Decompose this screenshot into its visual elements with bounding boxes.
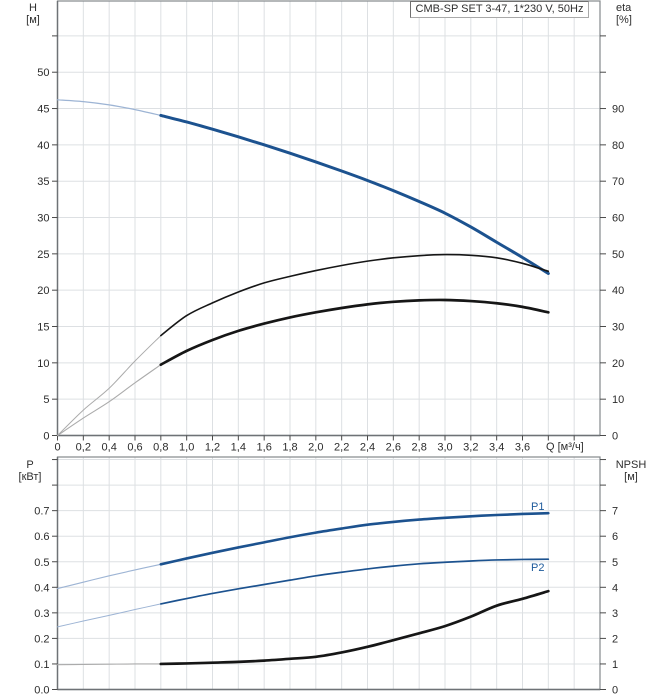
svg-text:3,6: 3,6 xyxy=(515,442,530,454)
svg-text:1,0: 1,0 xyxy=(179,442,194,454)
svg-text:1,8: 1,8 xyxy=(282,442,297,454)
axis-name-npsh-unit: [м] xyxy=(624,471,638,483)
flow-axis-unit-label: Q [м³/ч] xyxy=(546,441,584,453)
axis-name-head-symbol: H xyxy=(29,2,37,14)
svg-text:0: 0 xyxy=(612,431,618,443)
svg-text:2,2: 2,2 xyxy=(334,442,349,454)
svg-text:15: 15 xyxy=(37,322,49,334)
svg-text:50: 50 xyxy=(612,249,624,261)
svg-text:6: 6 xyxy=(612,531,618,543)
pump-title-box: CMB-SP SET 3-47, 1*230 V, 50Hz xyxy=(410,1,589,18)
svg-text:0: 0 xyxy=(54,442,60,454)
svg-text:10: 10 xyxy=(612,394,624,406)
svg-text:40: 40 xyxy=(37,140,49,152)
axis-name-power-symbol: P xyxy=(26,459,34,471)
svg-text:2: 2 xyxy=(612,633,618,645)
svg-text:70: 70 xyxy=(612,176,624,188)
axis-name-head: H [м] xyxy=(14,2,52,26)
svg-text:40: 40 xyxy=(612,285,624,297)
p1-curve-label: P1 xyxy=(531,501,545,513)
svg-text:1,2: 1,2 xyxy=(205,442,220,454)
svg-text:7: 7 xyxy=(612,506,618,518)
axis-name-eta-unit: [%] xyxy=(616,14,632,26)
axis-name-eta: eta [%] xyxy=(616,2,656,26)
axis-name-head-unit: [м] xyxy=(26,14,40,26)
svg-text:2,0: 2,0 xyxy=(308,442,323,454)
svg-text:35: 35 xyxy=(37,176,49,188)
svg-text:0,8: 0,8 xyxy=(153,442,168,454)
svg-text:20: 20 xyxy=(37,285,49,297)
svg-text:0.6: 0.6 xyxy=(34,531,49,543)
pump-title-text: CMB-SP SET 3-47, 1*230 V, 50Hz xyxy=(415,3,584,15)
svg-text:5: 5 xyxy=(612,557,618,569)
svg-text:3,2: 3,2 xyxy=(463,442,478,454)
svg-text:0.5: 0.5 xyxy=(34,557,49,569)
svg-text:0.3: 0.3 xyxy=(34,608,49,620)
svg-text:1,4: 1,4 xyxy=(231,442,246,454)
svg-text:50: 50 xyxy=(37,67,49,79)
svg-text:2,8: 2,8 xyxy=(412,442,427,454)
svg-text:0: 0 xyxy=(612,685,618,697)
svg-text:5: 5 xyxy=(43,394,49,406)
svg-text:3: 3 xyxy=(612,608,618,620)
svg-text:45: 45 xyxy=(37,104,49,116)
svg-text:30: 30 xyxy=(612,322,624,334)
svg-text:2,6: 2,6 xyxy=(386,442,401,454)
svg-text:20: 20 xyxy=(612,358,624,370)
p2-curve-label: P2 xyxy=(531,562,545,574)
svg-text:4: 4 xyxy=(612,582,618,594)
svg-text:3,4: 3,4 xyxy=(489,442,504,454)
svg-text:0.4: 0.4 xyxy=(34,582,49,594)
svg-text:80: 80 xyxy=(612,140,624,152)
svg-text:10: 10 xyxy=(37,358,49,370)
svg-text:0.1: 0.1 xyxy=(34,659,49,671)
svg-text:0,2: 0,2 xyxy=(76,442,91,454)
axis-name-power: P [кВт] xyxy=(8,459,52,483)
axis-name-power-unit: [кВт] xyxy=(18,471,42,483)
svg-text:0.7: 0.7 xyxy=(34,506,49,518)
svg-text:1,6: 1,6 xyxy=(257,442,272,454)
svg-text:30: 30 xyxy=(37,213,49,225)
svg-text:2,4: 2,4 xyxy=(360,442,375,454)
axis-name-npsh: NPSH [м] xyxy=(608,459,654,483)
svg-text:3,0: 3,0 xyxy=(437,442,452,454)
svg-text:25: 25 xyxy=(37,249,49,261)
axis-name-npsh-symbol: NPSH xyxy=(615,459,647,471)
svg-text:0.0: 0.0 xyxy=(34,685,49,697)
svg-text:0,6: 0,6 xyxy=(127,442,142,454)
svg-text:0: 0 xyxy=(43,431,49,443)
svg-text:1: 1 xyxy=(612,659,618,671)
svg-text:0,4: 0,4 xyxy=(102,442,117,454)
svg-text:90: 90 xyxy=(612,104,624,116)
axis-name-eta-symbol: eta xyxy=(616,2,632,14)
svg-text:60: 60 xyxy=(612,213,624,225)
svg-text:0.2: 0.2 xyxy=(34,633,49,645)
